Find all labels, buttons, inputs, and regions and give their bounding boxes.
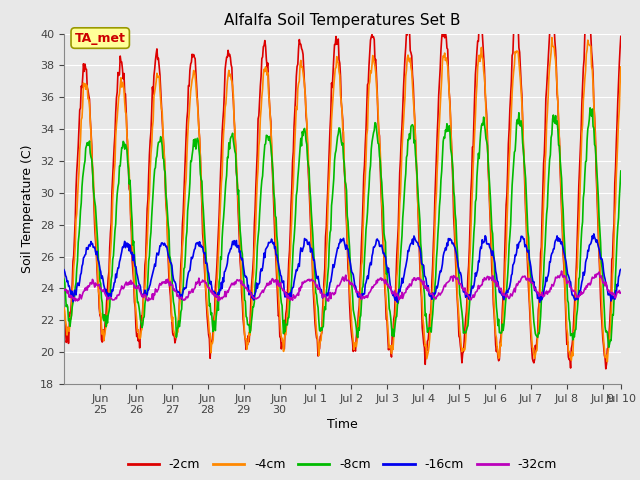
Legend: -2cm, -4cm, -8cm, -16cm, -32cm: -2cm, -4cm, -8cm, -16cm, -32cm: [123, 453, 562, 476]
X-axis label: Time: Time: [327, 418, 358, 431]
Y-axis label: Soil Temperature (C): Soil Temperature (C): [22, 144, 35, 273]
Text: TA_met: TA_met: [75, 32, 125, 45]
Title: Alfalfa Soil Temperatures Set B: Alfalfa Soil Temperatures Set B: [224, 13, 461, 28]
